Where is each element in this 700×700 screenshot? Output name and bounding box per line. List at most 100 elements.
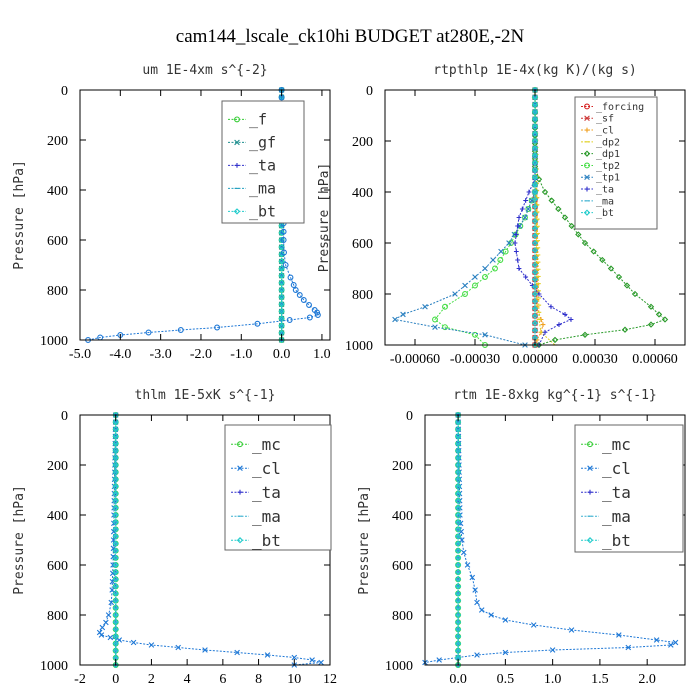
legend: _f _gf _ta _ma _bt — [221, 100, 305, 224]
y-tick-label: 600 — [47, 234, 68, 249]
x-tick-label: -2 — [74, 672, 86, 687]
data-point — [234, 649, 240, 656]
legend-label: _bt — [249, 203, 276, 221]
data-point — [478, 607, 485, 613]
series-group — [422, 411, 679, 669]
legend-box — [574, 96, 658, 230]
legend-label: _ma — [249, 180, 276, 198]
data-point — [531, 196, 539, 203]
data-point — [112, 518, 119, 526]
data-point — [112, 497, 119, 504]
data-point — [454, 440, 462, 447]
data-point — [454, 490, 462, 497]
x-tick-label: -2.0 — [190, 347, 212, 362]
data-point — [278, 301, 285, 308]
data-point — [590, 248, 597, 255]
data-point — [278, 279, 285, 287]
y-tick-label: 0 — [61, 84, 68, 99]
data-point — [112, 604, 119, 612]
x-tick-label: -3.0 — [150, 347, 172, 362]
data-point — [280, 237, 287, 243]
data-point — [621, 326, 629, 333]
x-tick-label: 2 — [148, 672, 155, 687]
x-tick-label: 0.00030 — [572, 352, 618, 367]
y-tick-label: 1000 — [345, 339, 373, 354]
data-point — [112, 583, 119, 590]
data-point — [454, 504, 462, 512]
data-point — [112, 590, 119, 597]
data-point — [459, 537, 465, 543]
y-axis-label: Pressure [hPa] — [12, 485, 27, 595]
data-point — [531, 232, 539, 239]
data-point — [105, 612, 112, 618]
data-point — [454, 511, 462, 519]
y-tick-label: 800 — [392, 609, 413, 624]
data-point — [112, 661, 119, 669]
y-tick-label: 600 — [392, 559, 413, 574]
x-tick-label: 0.00060 — [632, 352, 678, 367]
data-point — [502, 649, 509, 656]
plot-frame — [424, 414, 686, 666]
data-point — [492, 265, 498, 272]
data-point — [460, 549, 467, 556]
y-tick-label: 800 — [47, 609, 68, 624]
legend-marker — [584, 103, 590, 110]
data-point — [454, 418, 462, 426]
data-point — [531, 188, 539, 196]
legend-label: _dp2 — [596, 137, 620, 148]
data-point — [523, 274, 529, 280]
data-point — [531, 327, 539, 334]
data-point — [112, 526, 119, 533]
panel-title: um 1E-4xm s^{-2} — [142, 63, 267, 78]
data-point — [616, 632, 622, 638]
data-point — [278, 236, 285, 244]
data-point — [531, 145, 539, 152]
data-point — [454, 626, 462, 633]
x-tick-label: 0.0 — [273, 347, 291, 362]
data-point — [531, 276, 539, 283]
data-point — [454, 547, 462, 554]
panel-2: rtpthlp 1E-4x(kg K)/(kg s) Pressure [hPa]… — [317, 63, 686, 367]
data-point — [531, 305, 539, 312]
y-tick-label: 400 — [47, 184, 68, 199]
data-point — [462, 291, 468, 297]
x-tick-label: -0.00030 — [450, 352, 500, 367]
data-point — [498, 248, 504, 255]
data-point — [506, 240, 512, 246]
data-point — [112, 511, 119, 519]
panel-1: um 1E-4xm s^{-2} Pressure [hPa] -5.0 -4.0 -3… — [12, 63, 331, 362]
y-tick-label: 400 — [392, 509, 413, 524]
legend-marker — [584, 186, 590, 192]
legend-label: _ta — [602, 483, 631, 502]
data-point — [112, 461, 119, 469]
x-tick-label: 6 — [219, 672, 226, 687]
data-point — [531, 319, 539, 327]
data-point — [112, 618, 119, 626]
data-point — [523, 198, 529, 203]
data-point — [515, 223, 521, 229]
y-tick-label: 1000 — [40, 334, 68, 349]
y-tick-label: 0 — [61, 409, 68, 424]
data-point — [130, 639, 137, 646]
series-group — [96, 411, 324, 669]
data-point — [531, 159, 539, 167]
panel-4: rtm 1E-8xkg kg^{-1} s^{-1} Pressure [hPa]… — [357, 388, 686, 687]
legend-label: _ta — [249, 157, 276, 175]
data-point — [432, 324, 438, 330]
data-point — [278, 265, 285, 272]
data-point — [668, 642, 674, 648]
data-point — [454, 604, 462, 612]
data-point — [282, 262, 289, 268]
data-point — [488, 612, 494, 618]
legend-marker — [587, 489, 593, 495]
data-point — [309, 657, 315, 663]
data-point — [531, 181, 539, 188]
legend-marker — [234, 116, 240, 123]
legend-marker — [233, 208, 241, 215]
data-point — [278, 272, 285, 279]
data-point — [278, 322, 285, 329]
data-point — [107, 634, 114, 641]
data-point — [531, 130, 539, 137]
data-point — [469, 574, 476, 581]
data-point — [454, 661, 462, 669]
